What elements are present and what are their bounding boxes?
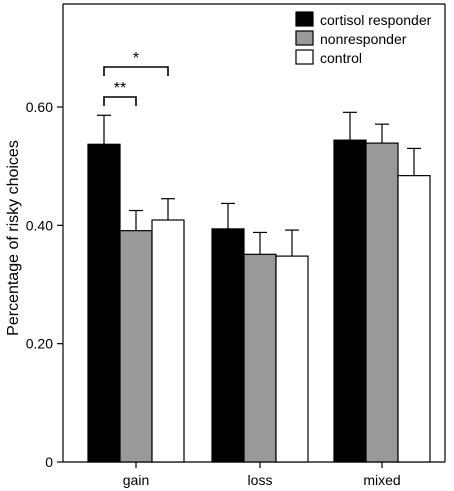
bar-mixed-control [397, 175, 431, 463]
bar-gain-cortisol-responder [87, 143, 121, 463]
bar-loss-nonresponder [243, 253, 277, 463]
y-tick-label: 0.20 [26, 336, 53, 352]
bar-loss-control [275, 255, 309, 463]
x-tick-label-mixed: mixed [363, 472, 400, 488]
bar-gain-nonresponder [119, 230, 153, 463]
bars [87, 139, 431, 463]
legend: cortisol responder nonresponder control [295, 11, 432, 66]
bar-mixed-nonresponder [365, 142, 399, 463]
significance-bracket [103, 96, 137, 106]
bar-gain-control [151, 219, 185, 463]
legend-label-nonresponder: nonresponder [320, 31, 407, 47]
significance-bracket [103, 66, 169, 76]
significance-label: ** [114, 80, 126, 97]
legend-label-control: control [320, 50, 362, 66]
legend-swatch-control [295, 49, 314, 65]
legend-swatch-nonresponder [295, 30, 314, 46]
y-ticks: 0 0.20 0.40 0.60 [26, 99, 63, 470]
bar-loss-cortisol-responder [211, 228, 245, 463]
bar-mixed-cortisol-responder [333, 139, 367, 463]
y-tick-label: 0.60 [26, 99, 53, 115]
x-tick-label-gain: gain [123, 472, 149, 488]
y-tick-label: 0 [45, 454, 53, 470]
x-tick-label-loss: loss [248, 472, 273, 488]
error-bars [97, 111, 421, 257]
x-tick-labels: gain loss mixed [123, 462, 401, 488]
significance-brackets: *** [103, 50, 169, 106]
y-axis-label: Percentage of risky choices [5, 140, 22, 336]
legend-label-cortisol-responder: cortisol responder [320, 12, 432, 28]
legend-swatch-cortisol-responder [295, 11, 314, 27]
y-tick-label: 0.40 [26, 217, 53, 233]
significance-label: * [133, 50, 139, 67]
